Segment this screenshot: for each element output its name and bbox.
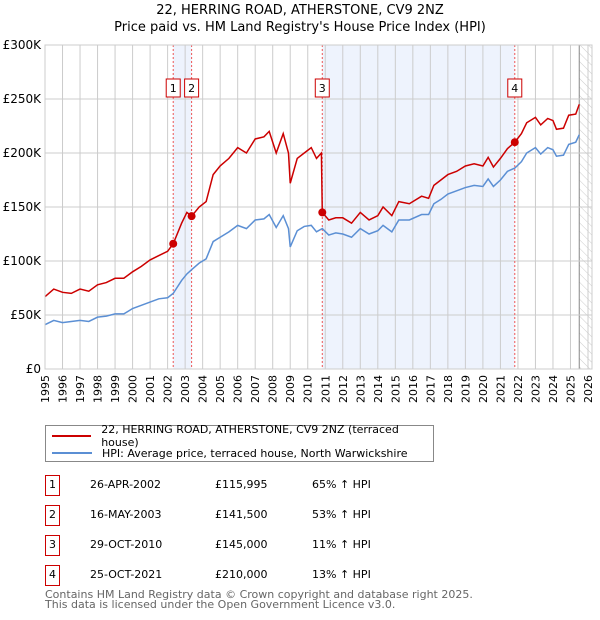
sale-marker-number: 3 bbox=[319, 82, 326, 95]
chart-title: 22, HERRING ROAD, ATHERSTONE, CV9 2NZ bbox=[156, 3, 444, 18]
x-tick-label: 2026 bbox=[582, 375, 595, 403]
price-chart: 1995 1996 1997 1998 1999 2000 2001 2002 2003 2004… bbox=[3, 38, 595, 403]
sale-row: 4 25-OCT-2021 £210,000 13% ↑ HPI bbox=[45, 565, 445, 586]
sale-price: £141,500 bbox=[215, 508, 268, 521]
sale-number: 4 bbox=[45, 565, 60, 586]
series-line bbox=[44, 104, 580, 298]
x-tick-label: 2004 bbox=[197, 375, 210, 403]
x-tick-label: 2024 bbox=[547, 375, 560, 403]
x-tick-label: 2007 bbox=[249, 375, 262, 403]
sale-marker-box bbox=[184, 78, 200, 98]
x-tick-label: 2014 bbox=[372, 375, 385, 403]
sale-point bbox=[318, 208, 327, 217]
x-tick-label: 2005 bbox=[214, 375, 227, 403]
y-tick-label: £150K bbox=[3, 200, 43, 214]
x-tick-label: 1995 bbox=[39, 375, 52, 403]
y-tick-label: £200K bbox=[3, 146, 43, 160]
x-tick-label: 2006 bbox=[232, 375, 245, 403]
x-tick-label: 1999 bbox=[109, 375, 122, 403]
x-tick-label: 2023 bbox=[529, 375, 542, 403]
sale-row: 1 26-APR-2002 £115,995 65% ↑ HPI bbox=[45, 475, 445, 496]
x-tick-label: 1997 bbox=[74, 375, 87, 403]
footer: Contains HM Land Registry data © Crown c… bbox=[45, 588, 473, 611]
sale-price: £145,000 bbox=[215, 538, 268, 551]
sale-marker-box bbox=[314, 78, 330, 98]
sale-date: 26-APR-2002 bbox=[90, 478, 162, 491]
legend-label-property: 22, HERRING ROAD, ATHERSTONE, CV9 2NZ (t… bbox=[101, 423, 399, 449]
x-tick-label: 2021 bbox=[494, 375, 507, 403]
x-tick-label: 2009 bbox=[284, 375, 297, 403]
sale-hpi-diff: 11% ↑ HPI bbox=[312, 538, 371, 551]
sale-hpi-diff: 53% ↑ HPI bbox=[312, 508, 371, 521]
x-tick-label: 2011 bbox=[319, 375, 332, 403]
sale-number: 2 bbox=[45, 505, 60, 526]
sale-marker-number: 2 bbox=[188, 82, 195, 95]
sale-row: 2 16-MAY-2003 £141,500 53% ↑ HPI bbox=[45, 505, 445, 526]
y-tick-label: £300K bbox=[3, 38, 43, 52]
legend-swatch-blue bbox=[52, 452, 92, 454]
sale-point bbox=[169, 239, 178, 248]
sale-marker-box bbox=[165, 78, 181, 98]
sale-number: 3 bbox=[45, 535, 60, 556]
x-tick-label: 2016 bbox=[407, 375, 420, 403]
y-tick-label: £0 bbox=[26, 362, 41, 376]
sale-row: 3 29-OCT-2010 £145,000 11% ↑ HPI bbox=[45, 535, 445, 556]
sale-hpi-diff: 13% ↑ HPI bbox=[312, 568, 371, 581]
legend: 22, HERRING ROAD, ATHERSTONE, CV9 2NZ (t… bbox=[45, 423, 434, 462]
sale-date: 29-OCT-2010 bbox=[90, 538, 163, 551]
x-tick-label: 2002 bbox=[162, 375, 175, 403]
x-tick-label: 2010 bbox=[302, 375, 315, 403]
footer-copyright: Contains HM Land Registry data © Crown c… bbox=[45, 588, 473, 601]
x-tick-label: 2019 bbox=[459, 375, 472, 403]
x-tick-label: 2000 bbox=[127, 375, 140, 403]
legend-label-hpi: HPI: Average price, terraced house, Nort… bbox=[102, 446, 408, 460]
x-tick-label: 2017 bbox=[424, 375, 437, 403]
sale-marker-number: 1 bbox=[170, 82, 177, 95]
x-tick-label: 2003 bbox=[179, 375, 192, 403]
footer-licence: This data is licensed under the Open Gov… bbox=[45, 598, 396, 611]
x-tick-label: 2025 bbox=[564, 375, 577, 403]
x-tick-label: 2020 bbox=[477, 375, 490, 403]
x-tick-label: 1998 bbox=[92, 375, 105, 403]
sale-price: £210,000 bbox=[215, 568, 268, 581]
sale-date: 16-MAY-2003 bbox=[90, 508, 162, 521]
plot-border bbox=[44, 44, 593, 370]
x-tick-label: 2015 bbox=[389, 375, 402, 403]
x-tick-label: 2013 bbox=[354, 375, 367, 403]
y-tick-label: £100K bbox=[3, 254, 43, 268]
sale-point bbox=[187, 212, 196, 221]
chart-subtitle: Price paid vs. HM Land Registry's House … bbox=[114, 20, 486, 35]
x-tick-label: 2001 bbox=[144, 375, 157, 403]
y-tick-label: £250K bbox=[3, 92, 43, 106]
x-tick-label: 2022 bbox=[512, 375, 525, 403]
sale-date: 25-OCT-2021 bbox=[90, 568, 163, 581]
sale-price: £115,995 bbox=[215, 478, 268, 491]
x-tick-label: 2008 bbox=[267, 375, 280, 403]
sale-hpi-diff: 65% ↑ HPI bbox=[312, 478, 371, 491]
sale-number: 1 bbox=[45, 475, 60, 496]
x-tick-label: 2018 bbox=[442, 375, 455, 403]
x-tick-label: 2012 bbox=[337, 375, 350, 403]
sale-marker-number: 4 bbox=[511, 82, 518, 95]
legend-swatch-red bbox=[52, 435, 92, 437]
sale-point bbox=[510, 138, 519, 147]
x-tick-label: 1996 bbox=[57, 375, 70, 403]
y-tick-label: £50K bbox=[10, 308, 42, 322]
sale-marker-box bbox=[507, 78, 523, 98]
series-line bbox=[44, 134, 580, 326]
